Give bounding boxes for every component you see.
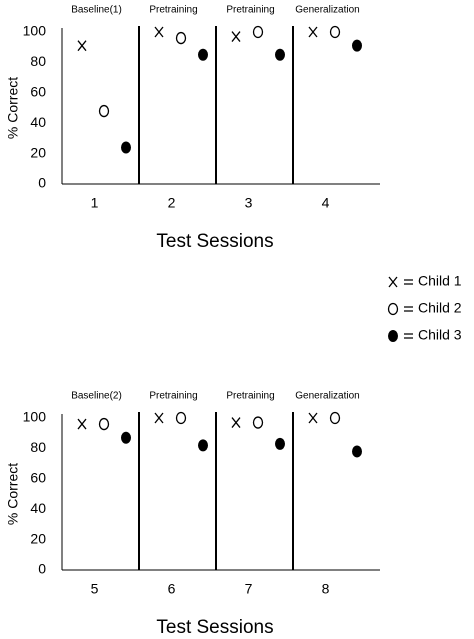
y-tick-label: 0: [38, 561, 46, 577]
legend-equals: [404, 279, 413, 285]
legend-equals: [404, 333, 413, 339]
point: [352, 445, 362, 458]
point: [175, 411, 187, 425]
point: [252, 416, 264, 429]
point: [329, 411, 341, 425]
phase-label: Baseline(1): [71, 5, 122, 16]
y-tick-label: 80: [30, 439, 46, 455]
x-tick-label: 1: [91, 195, 99, 211]
phase-label: Generalization: [295, 391, 359, 402]
point: [98, 417, 110, 431]
point: [231, 417, 241, 428]
x-tick-label: 2: [168, 195, 176, 211]
point: [198, 439, 208, 452]
x-tick-label: 5: [91, 581, 99, 597]
point: [154, 26, 164, 38]
y-tick-label: 20: [30, 530, 46, 546]
legend-label: Child 2: [418, 300, 462, 316]
x-axis-title: Test Sessions: [156, 617, 273, 638]
y-tick-label: 20: [30, 144, 46, 160]
y-tick-label: 60: [30, 470, 46, 486]
phase-label: Pretraining: [226, 5, 274, 16]
point: [154, 412, 164, 424]
point: [121, 431, 131, 444]
y-axis-title: % Correct: [5, 77, 21, 139]
point: [198, 48, 208, 61]
phase-label: Generalization: [295, 5, 359, 16]
x-tick-label: 7: [245, 581, 253, 597]
legend-label: Child 1: [418, 273, 462, 289]
legend-label: Child 3: [418, 327, 462, 343]
point: [308, 26, 318, 38]
legend-equals: [404, 306, 413, 312]
point: [77, 40, 87, 52]
phase-label: Pretraining: [149, 391, 197, 402]
x-tick-label: 6: [168, 581, 176, 597]
point: [275, 48, 285, 61]
x-axis-title: Test Sessions: [156, 231, 273, 252]
phase-label: Pretraining: [226, 391, 274, 402]
y-axis-title: % Correct: [5, 463, 21, 525]
phase-label: Baseline(2): [71, 391, 122, 402]
y-tick-label: 80: [30, 53, 46, 69]
point: [352, 39, 362, 52]
legend-marker: [388, 276, 398, 288]
point: [77, 418, 87, 430]
y-tick-label: 60: [30, 84, 46, 100]
y-tick-label: 40: [30, 114, 46, 130]
point: [98, 104, 110, 118]
phase-label: Pretraining: [149, 5, 197, 16]
point: [329, 25, 341, 39]
x-tick-label: 8: [322, 581, 330, 597]
point: [308, 412, 318, 424]
point: [275, 437, 285, 450]
point: [252, 25, 264, 39]
point: [175, 31, 187, 45]
x-tick-label: 3: [245, 195, 253, 211]
y-tick-label: 0: [38, 175, 46, 191]
legend-marker: [387, 302, 399, 316]
point: [121, 141, 131, 154]
point: [231, 31, 241, 42]
y-tick-label: 40: [30, 500, 46, 516]
y-tick-label: 100: [23, 409, 47, 425]
legend-marker: [388, 330, 398, 342]
x-tick-label: 4: [322, 195, 330, 211]
y-tick-label: 100: [23, 23, 47, 39]
